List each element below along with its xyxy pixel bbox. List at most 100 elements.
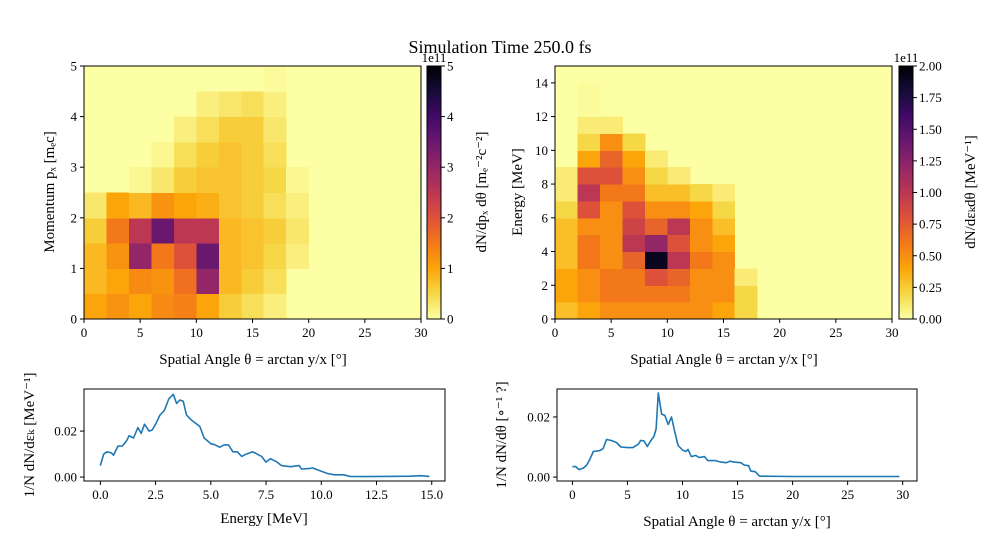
heatmap-cell [241, 217, 265, 244]
heatmap-cell [689, 268, 713, 286]
heatmap-cell [173, 167, 197, 193]
x-tick-label: 10.0 [310, 487, 333, 502]
heatmap-cell [106, 268, 130, 295]
axes-frame [556, 388, 918, 482]
heatmap-cell [644, 285, 668, 303]
heatmap-cell [241, 192, 265, 219]
series-line [99, 393, 430, 478]
heatmap-cell [577, 302, 601, 320]
heatmap-cell [241, 91, 265, 118]
heatmap-cell [196, 91, 220, 118]
heatmap-cell [173, 141, 197, 168]
colorbar-tick-label: 0.25 [919, 280, 942, 295]
heatmap-cell [622, 217, 646, 236]
colorbar [898, 65, 914, 320]
heatmap-cell [734, 268, 758, 286]
heatmap-cell [218, 217, 242, 244]
heatmap-cell [286, 167, 310, 193]
colorbar2-offset: 1e11 [894, 50, 919, 65]
heatmap-cell [577, 268, 601, 286]
heatmap-cell [689, 302, 713, 320]
heatmap-cell [196, 243, 220, 269]
colorbar-tick-label: 3 [447, 160, 454, 175]
heatmap2-xlabel: Spatial Angle θ = arctan y/x [°] [630, 352, 817, 368]
y-tick-label: 0 [542, 312, 549, 327]
heatmap-cell [241, 167, 265, 193]
heatmap-cell [106, 243, 130, 269]
heatmap-cell [712, 217, 736, 236]
heatmap-cell [555, 167, 578, 185]
y-tick-label: 6 [542, 210, 549, 225]
heatmap-cell [577, 217, 601, 236]
heatmap-cell [128, 293, 152, 320]
heatmap-cell [218, 268, 242, 295]
heatmap-cell [644, 217, 668, 236]
y-tick-label: 0.00 [527, 470, 550, 485]
heatmap-cell [555, 200, 578, 219]
heatmap-cell [151, 141, 175, 168]
heatmap-cell [667, 234, 691, 253]
x-tick-label: 20 [773, 325, 786, 340]
heatmap-cell [151, 293, 175, 320]
colorbar1-label: dN/dpₓ dθ [mₑ⁻²c⁻²] [474, 131, 490, 252]
heatmap-cell [286, 243, 310, 269]
heatmap-cell [599, 150, 623, 168]
energy-plot-xlabel: Energy [MeV] [220, 511, 308, 527]
heatmap-cell [196, 217, 220, 244]
energy-plot-ylabel: 1/N dN/dεₖ [MeV⁻¹] [22, 372, 38, 497]
heatmap-cell [173, 217, 197, 244]
heatmap-cell [667, 268, 691, 286]
heatmap-cell [712, 268, 736, 286]
colorbar-tick-label: 5 [447, 59, 454, 74]
heatmap-cell [218, 167, 242, 193]
x-tick-label: 30 [415, 325, 428, 340]
heatmap-cell [173, 243, 197, 269]
heatmap-cell [667, 302, 691, 320]
heatmap-cell [106, 192, 130, 219]
energy-angle-heatmap: 0 5 10 15 20 25 30 0 2 4 6 8 10 12 14 0.00 0.25 0.50 0.75 1… [535, 59, 942, 341]
heatmap-cell [689, 184, 713, 202]
energy-spectrum-plot: 0.0 2.5 5.0 7.5 10.0 12.5 15.0 0.00 0.02 [54, 388, 446, 502]
heatmap-cell [128, 243, 152, 269]
heatmap-cell [241, 116, 265, 143]
heatmap-cell [577, 99, 601, 118]
heatmap-cell [173, 192, 197, 219]
heatmap-cell [644, 184, 668, 202]
heatmap-cell [712, 200, 736, 219]
heatmap-cell [622, 268, 646, 286]
colorbar-tick-label: 2 [447, 210, 454, 225]
heatmap-cell [712, 285, 736, 303]
heatmap-cell [173, 293, 197, 320]
heatmap-cell [218, 243, 242, 269]
x-tick-label: 5 [624, 487, 631, 502]
heatmap-cell [689, 285, 713, 303]
colorbar-tick-label: 2.00 [919, 59, 942, 74]
heatmap-cell [644, 268, 668, 286]
heatmap-cell [555, 285, 578, 303]
heatmap-cell [555, 302, 578, 320]
heatmap-cell [599, 167, 623, 185]
x-tick-label: 2.5 [147, 487, 163, 502]
heatmap-cell [577, 184, 601, 202]
y-tick-label: 0.00 [54, 470, 77, 485]
colorbar-tick-label: 1.25 [919, 153, 942, 168]
heatmap-cell [241, 293, 265, 320]
heatmap-cell [263, 116, 287, 143]
colorbar-tick-label: 4 [447, 109, 454, 124]
heatmap-cell [241, 243, 265, 269]
heatmap-cell [689, 217, 713, 236]
heatmap-cell [622, 302, 646, 320]
heatmap1-xlabel: Spatial Angle θ = arctan y/x [°] [159, 352, 346, 368]
heatmap-cell [196, 167, 220, 193]
heatmap-cell [599, 217, 623, 236]
colorbar1-offset: 1e11 [422, 50, 447, 65]
x-tick-label: 20 [302, 325, 315, 340]
heatmap-cell [196, 116, 220, 143]
heatmap-cell [263, 66, 287, 92]
heatmap-cell [599, 251, 623, 269]
heatmap-cell [644, 251, 668, 269]
y-tick-label: 0.02 [527, 409, 550, 424]
heatmap-cell [196, 293, 220, 320]
heatmap-cell [151, 268, 175, 295]
x-tick-label: 12.5 [365, 487, 388, 502]
